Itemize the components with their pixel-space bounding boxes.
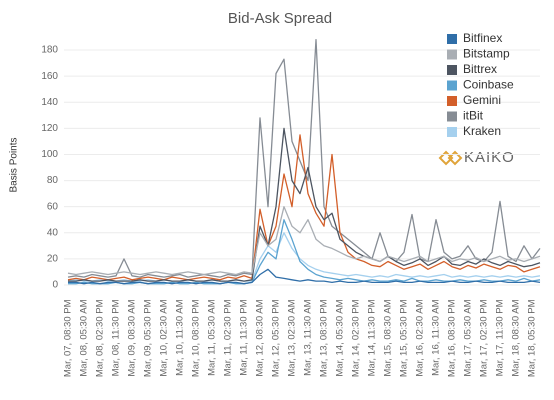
series-line bbox=[67, 134, 541, 281]
y-tick-label: 100 bbox=[41, 149, 58, 160]
logo-icon bbox=[438, 150, 463, 166]
x-tick-label: Mar, 14, 02:30 PM bbox=[351, 299, 362, 377]
x-tick-label: Mar, 14, 11:30 PM bbox=[367, 299, 378, 376]
x-tick-label: Mar, 18, 08:30 AM bbox=[511, 299, 522, 376]
legend-swatch bbox=[447, 49, 457, 60]
x-tick-label: Mar, 11, 02:30 PM bbox=[223, 299, 234, 376]
x-tick-label: Mar, 14, 05:30 AM bbox=[335, 299, 346, 376]
x-tick-label: Mar, 18, 05:30 PM bbox=[527, 299, 538, 377]
y-tick-label: 0 bbox=[52, 280, 58, 291]
x-tick-label: Mar, 11, 11:30 PM bbox=[239, 299, 250, 375]
y-tick-label: 60 bbox=[47, 201, 59, 212]
legend-label: Gemini bbox=[463, 93, 501, 107]
legend-swatch bbox=[447, 96, 457, 106]
legend-label: Bitstamp bbox=[463, 47, 510, 61]
y-tick-label: 160 bbox=[41, 71, 58, 82]
x-tick-label: Mar, 08, 11:30 PM bbox=[111, 299, 122, 376]
legend-label: Coinbase bbox=[463, 78, 514, 92]
x-tick-label: Mar, 17, 11:30 PM bbox=[495, 299, 506, 376]
series-line bbox=[67, 38, 541, 278]
x-tick-label: Mar, 08, 02:30 PM bbox=[95, 299, 106, 377]
y-tick-label: 80 bbox=[47, 175, 59, 186]
logo: KAIKO bbox=[438, 149, 515, 166]
legend-swatch bbox=[447, 65, 457, 75]
legend-item: itBit bbox=[447, 109, 484, 123]
x-tick-label: Mar, 07, 08:30 PM bbox=[63, 299, 74, 377]
legend-swatch bbox=[447, 127, 457, 137]
legend-item: Bittrex bbox=[447, 62, 497, 76]
y-tick-label: 40 bbox=[47, 227, 59, 238]
x-tick-label: Mar, 12, 05:30 PM bbox=[271, 299, 282, 377]
x-tick-label: Mar, 15, 08:30 AM bbox=[383, 299, 394, 376]
x-tick-label: Mar, 11, 05:30 AM bbox=[207, 299, 218, 375]
y-tick-label: 180 bbox=[41, 45, 58, 56]
legend-label: Bittrex bbox=[463, 62, 497, 76]
legend-label: itBit bbox=[463, 109, 484, 123]
series-line bbox=[67, 232, 541, 282]
x-tick-label: Mar, 10, 11:30 AM bbox=[175, 299, 186, 375]
legend-item: Bitstamp bbox=[447, 47, 510, 61]
series-line bbox=[68, 268, 541, 285]
x-tick-label: Mar, 12, 08:30 AM bbox=[255, 299, 266, 376]
x-tick-label: Mar, 10, 08:30 PM bbox=[191, 299, 202, 377]
legend-item: Coinbase bbox=[447, 78, 514, 92]
x-tick-label: Mar, 17, 02:30 PM bbox=[479, 299, 490, 377]
series-line bbox=[68, 127, 541, 282]
x-tick-label: Mar, 13, 08:30 PM bbox=[319, 299, 330, 377]
x-tick-label: Mar, 17, 05:30 AM bbox=[463, 299, 474, 376]
x-tick-label: Mar, 08, 05:30 AM bbox=[79, 299, 90, 376]
legend-item: Bitfinex bbox=[447, 31, 502, 45]
x-tick-label: Mar, 16, 08:30 PM bbox=[447, 299, 458, 377]
legend-item: Kraken bbox=[447, 124, 501, 138]
y-tick-label: 120 bbox=[41, 123, 58, 134]
x-tick-label: Mar, 16, 02:30 AM bbox=[415, 299, 426, 376]
x-tick-label: Mar, 16, 11:30 AM bbox=[431, 299, 442, 375]
legend-label: Bitfinex bbox=[463, 31, 502, 45]
legend-swatch bbox=[447, 34, 457, 44]
x-tick-label: Mar, 13, 02:30 AM bbox=[287, 299, 298, 376]
series-line bbox=[67, 206, 541, 276]
y-tick-label: 20 bbox=[47, 254, 59, 265]
legend-swatch bbox=[447, 80, 457, 91]
y-tick-label: 140 bbox=[41, 97, 58, 108]
x-tick-label: Mar, 10, 02:30 AM bbox=[159, 299, 170, 376]
y-axis-label: Basis Points bbox=[9, 137, 20, 192]
legend-item: Gemini bbox=[447, 93, 501, 107]
logo-text: KAIKO bbox=[464, 149, 515, 166]
x-tick-label: Mar, 09, 05:30 PM bbox=[143, 299, 154, 377]
x-tick-label: Mar, 13, 11:30 AM bbox=[303, 299, 314, 375]
legend-swatch bbox=[447, 111, 457, 122]
x-tick-label: Mar, 09, 08:30 AM bbox=[127, 299, 138, 376]
legend-label: Kraken bbox=[463, 124, 501, 138]
x-tick-label: Mar, 15, 05:30 PM bbox=[399, 299, 410, 377]
chart-title: Bid-Ask Spread bbox=[228, 10, 332, 27]
